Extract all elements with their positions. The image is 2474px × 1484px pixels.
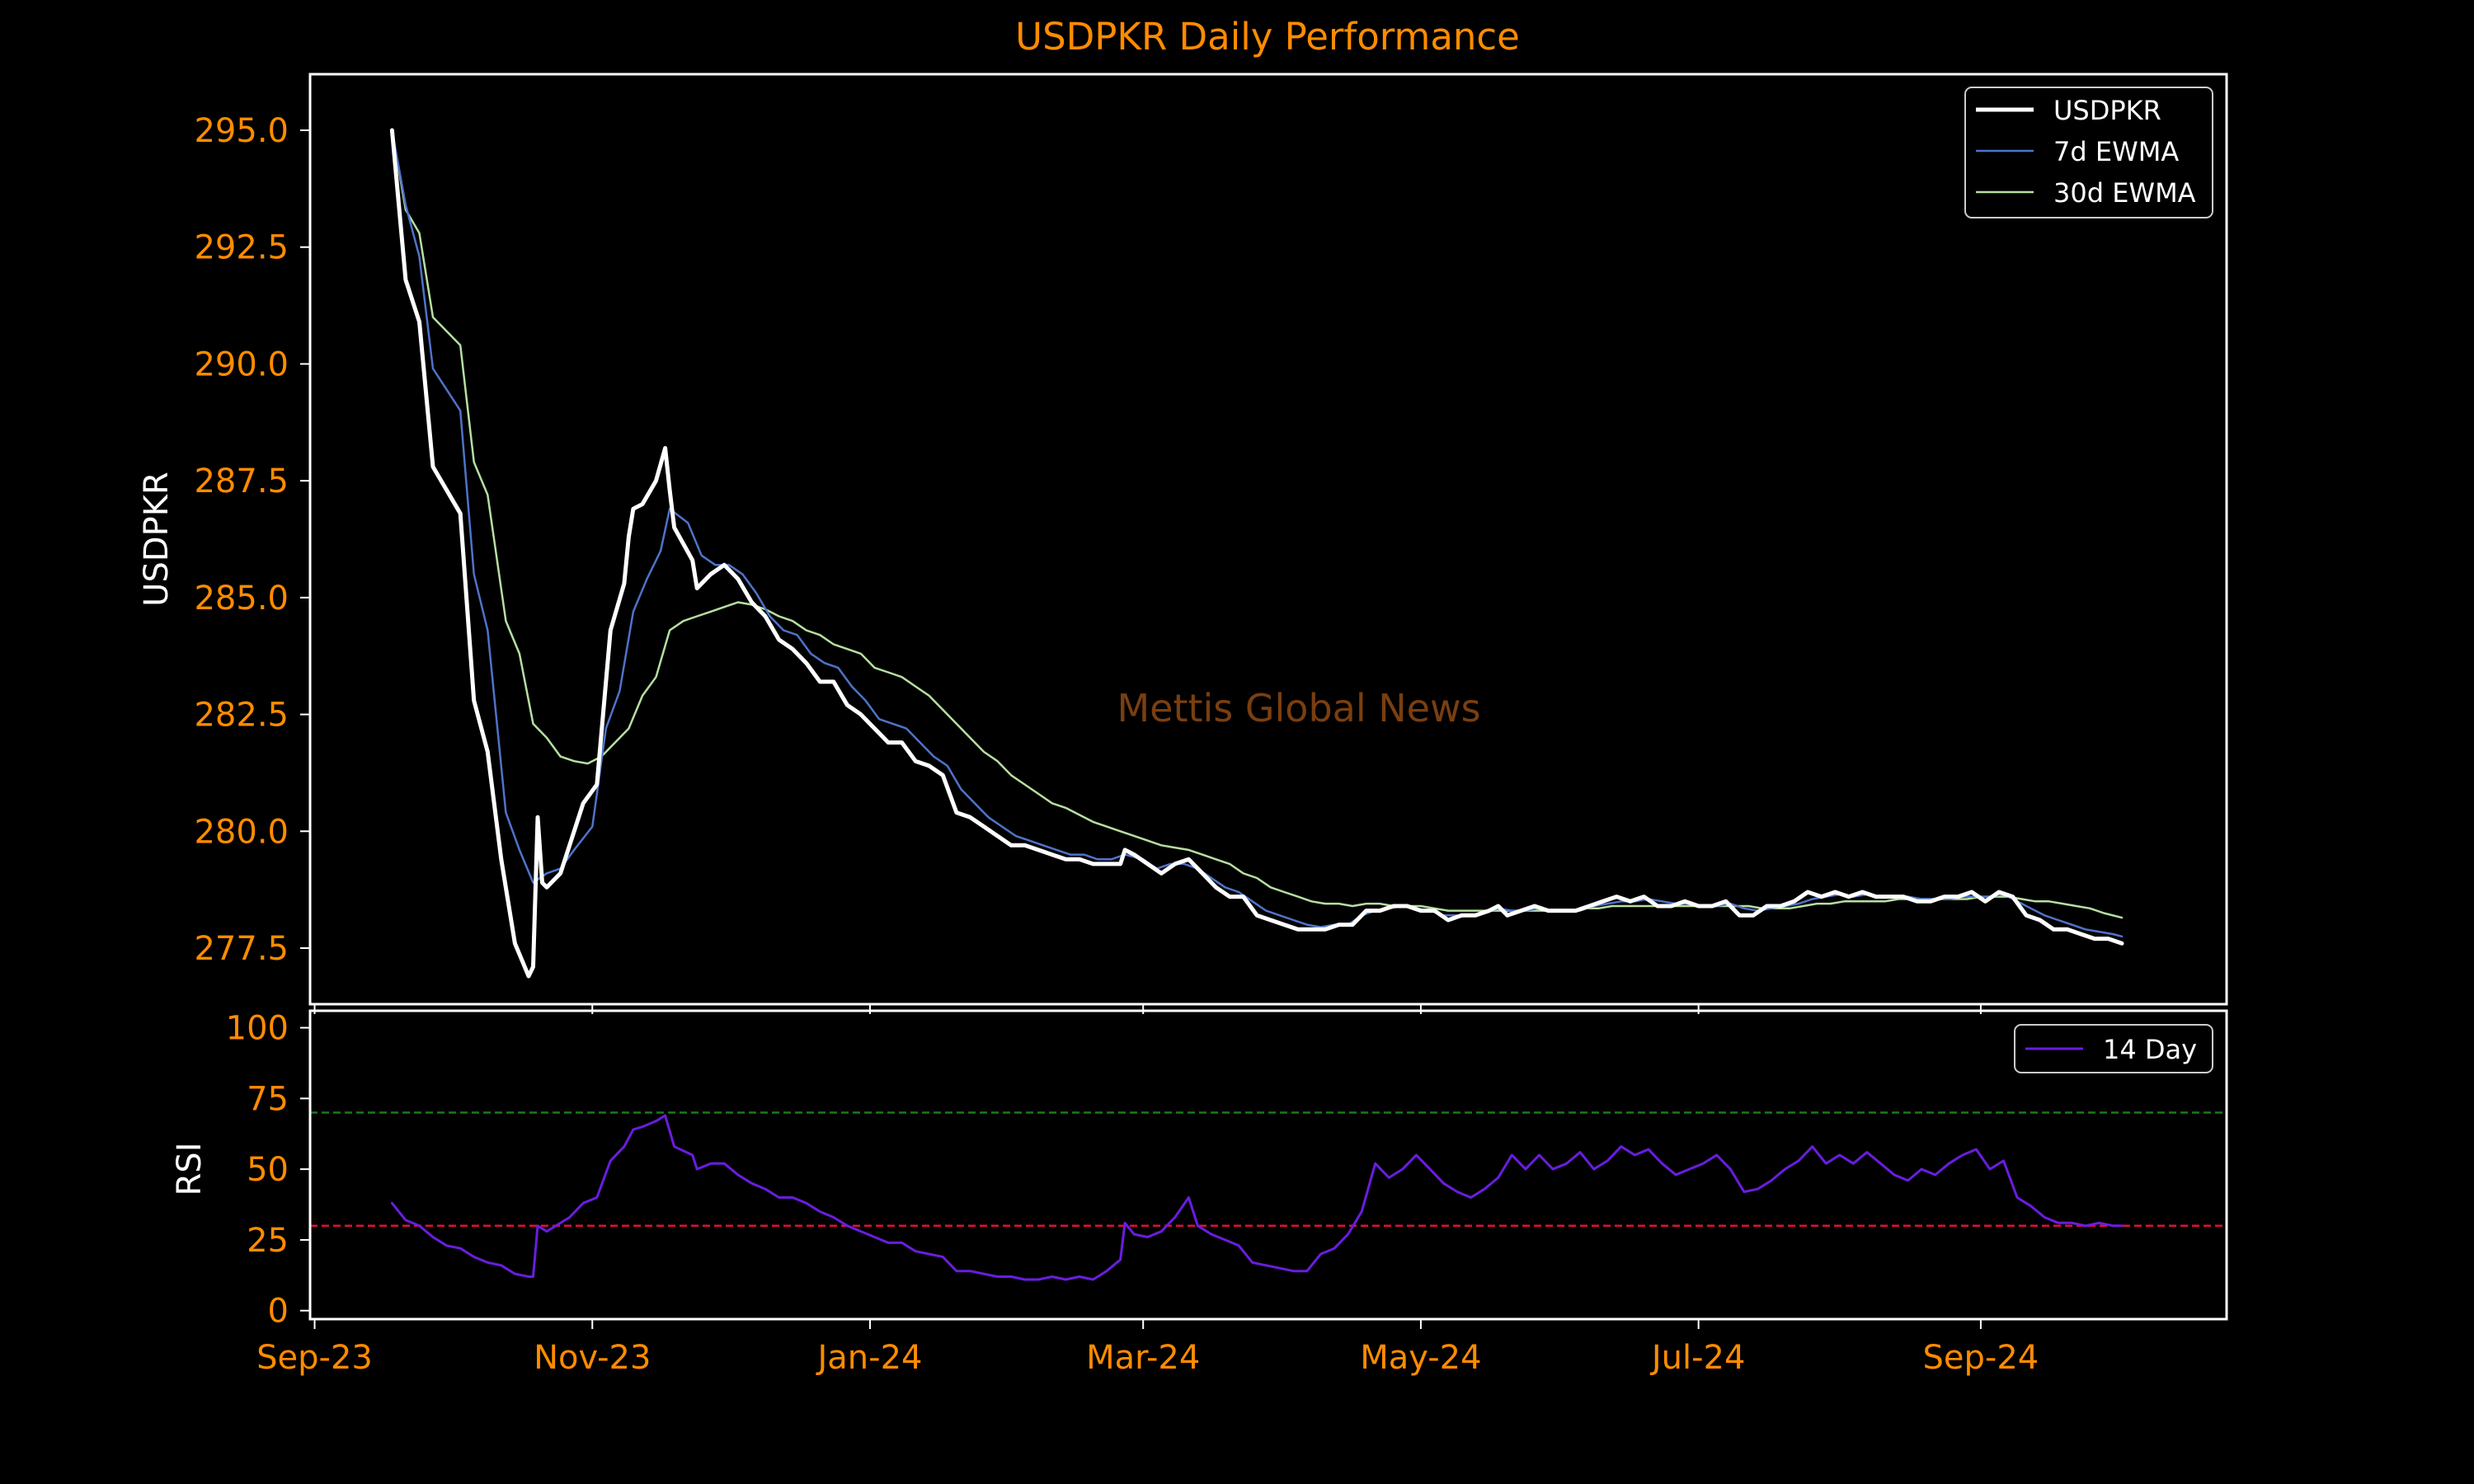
x-tick-label: Sep-23 xyxy=(256,1339,373,1377)
legend-label-usdpkr: USDPKR xyxy=(2053,95,2161,126)
price-y-tick-label: 290.0 xyxy=(194,345,289,383)
rsi-y-tick-label: 0 xyxy=(268,1293,289,1331)
x-axis-ticks: Sep-23 Nov-23 Jan-24 Mar-24 May-24 Jul-24 Sep-… xyxy=(256,1004,2039,1377)
rsi-series xyxy=(390,1114,2124,1281)
price-legend-box xyxy=(1964,87,2213,218)
rsi-y-tick-label: 100 xyxy=(226,1010,289,1048)
rsi-reference-lines xyxy=(310,1111,2227,1228)
x-tick-label: Nov-23 xyxy=(534,1339,651,1377)
price-panel: 277.5 280.0 282.5 285.0 287.5 290.0 292.5 295.0… xyxy=(138,73,2228,1006)
rsi-y-tick-label: 50 xyxy=(247,1151,289,1189)
price-y-tick-label: 295.0 xyxy=(194,112,289,150)
series-line-30d-ewma xyxy=(391,129,2124,919)
rsi-y-ticks: 0 25 50 75 100 xyxy=(226,1010,310,1331)
x-tick-label: Jul-24 xyxy=(1649,1339,1746,1377)
x-tick-label: Jan-24 xyxy=(815,1339,922,1377)
price-y-tick-label: 280.0 xyxy=(194,813,289,851)
rsi-y-tick-label: 25 xyxy=(247,1222,289,1260)
price-y-tick-label: 292.5 xyxy=(194,229,289,267)
series-line-usdpkr xyxy=(389,128,2124,979)
price-y-tick-label: 287.5 xyxy=(194,463,289,500)
rsi-panel-frame xyxy=(308,1009,2228,1321)
price-y-tick-label: 277.5 xyxy=(194,930,289,968)
price-y-ticks: 277.5 280.0 282.5 285.0 287.5 290.0 292.5 295.0 xyxy=(194,112,310,968)
price-series xyxy=(389,128,2124,979)
price-y-axis-label: USDPKR xyxy=(138,472,176,607)
price-legend[interactable]: USDPKR 7d EWMA 30d EWMA xyxy=(1964,87,2213,218)
rsi-panel: 0 25 50 75 100 RSI 14 Day xyxy=(171,1009,2228,1331)
rsi-legend[interactable]: 14 Day xyxy=(2014,1024,2213,1073)
series-line-14-day xyxy=(390,1114,2124,1281)
price-y-tick-label: 285.0 xyxy=(194,580,289,618)
watermark-text: Mettis Global News xyxy=(1117,686,1480,730)
x-tick-label: Sep-24 xyxy=(1923,1339,2039,1377)
price-panel-frame xyxy=(308,73,2228,1006)
rsi-y-axis-label: RSI xyxy=(171,1143,209,1196)
legend-label-7d-ewma: 7d EWMA xyxy=(2053,136,2179,167)
rsi-legend-box xyxy=(2014,1024,2213,1073)
x-tick-label: May-24 xyxy=(1360,1339,1481,1377)
x-tick-label: Mar-24 xyxy=(1086,1339,1200,1377)
legend-label-30d-ewma: 30d EWMA xyxy=(2053,177,2196,209)
chart-title: USDPKR Daily Performance xyxy=(1015,15,1520,59)
price-y-tick-label: 282.5 xyxy=(194,697,289,735)
rsi-y-tick-label: 75 xyxy=(247,1080,289,1118)
legend-label-14-day: 14 Day xyxy=(2103,1034,2197,1065)
